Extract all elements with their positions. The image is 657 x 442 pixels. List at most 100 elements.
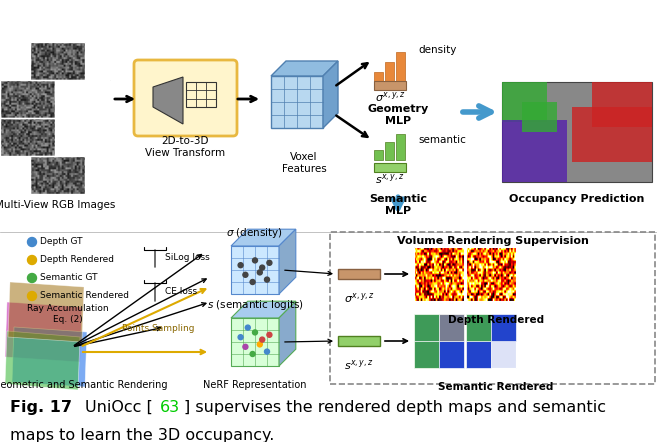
Text: Geometric and Semantic Rendering: Geometric and Semantic Rendering bbox=[0, 380, 168, 390]
Text: density: density bbox=[418, 45, 457, 55]
Polygon shape bbox=[153, 77, 183, 124]
Circle shape bbox=[243, 272, 248, 277]
Bar bbox=[466, 314, 516, 368]
Text: Volume Rendering Supervision: Volume Rendering Supervision bbox=[397, 236, 589, 246]
Bar bbox=[385, 62, 394, 82]
Polygon shape bbox=[5, 331, 80, 390]
Text: maps to learn the 3D occupancy.: maps to learn the 3D occupancy. bbox=[10, 428, 275, 442]
Text: Fig. 17: Fig. 17 bbox=[10, 400, 72, 415]
Bar bbox=[502, 120, 567, 182]
Bar bbox=[396, 134, 405, 160]
Circle shape bbox=[252, 330, 258, 335]
Polygon shape bbox=[231, 229, 296, 246]
Bar bbox=[414, 314, 439, 341]
Circle shape bbox=[28, 255, 37, 264]
Text: Semantic
MLP: Semantic MLP bbox=[369, 194, 427, 216]
Text: UniOcc [: UniOcc [ bbox=[85, 400, 152, 415]
Text: Semantic Rendered: Semantic Rendered bbox=[40, 292, 129, 301]
Bar bbox=[439, 341, 464, 368]
Circle shape bbox=[28, 237, 37, 247]
Bar bbox=[0, 118, 55, 156]
Circle shape bbox=[265, 349, 269, 354]
Bar bbox=[374, 163, 406, 172]
Text: 63: 63 bbox=[160, 400, 180, 415]
Bar bbox=[522, 102, 557, 132]
FancyBboxPatch shape bbox=[134, 60, 237, 136]
Text: Geometry
MLP: Geometry MLP bbox=[367, 104, 428, 126]
Bar bbox=[338, 336, 380, 346]
Circle shape bbox=[260, 337, 265, 342]
Circle shape bbox=[243, 344, 248, 349]
Bar bbox=[414, 341, 439, 368]
Text: Depth Rendered: Depth Rendered bbox=[40, 255, 114, 264]
Text: Points Sampling: Points Sampling bbox=[122, 324, 194, 333]
Circle shape bbox=[260, 265, 265, 270]
Bar bbox=[374, 81, 406, 90]
Text: 2D-to-3D
View Transform: 2D-to-3D View Transform bbox=[145, 136, 225, 158]
Text: $\sigma$ (density): $\sigma$ (density) bbox=[227, 226, 284, 240]
Text: SiLog loss: SiLog loss bbox=[165, 254, 210, 263]
Bar bbox=[30, 42, 85, 80]
Bar bbox=[374, 72, 383, 82]
Circle shape bbox=[238, 263, 243, 268]
Polygon shape bbox=[5, 302, 82, 362]
Circle shape bbox=[258, 342, 262, 347]
Bar bbox=[466, 314, 491, 341]
Text: Depth Rendered: Depth Rendered bbox=[448, 315, 544, 325]
Text: $\sigma^{x,y,z}$: $\sigma^{x,y,z}$ bbox=[374, 90, 405, 104]
Circle shape bbox=[28, 292, 37, 301]
Polygon shape bbox=[279, 301, 296, 366]
Bar bbox=[491, 314, 516, 341]
Circle shape bbox=[265, 277, 269, 282]
Polygon shape bbox=[279, 229, 296, 294]
Text: Occupancy Prediction: Occupancy Prediction bbox=[509, 194, 645, 204]
Polygon shape bbox=[12, 327, 87, 387]
Bar bbox=[330, 232, 655, 384]
Text: $s^{x,y,z}$: $s^{x,y,z}$ bbox=[344, 358, 374, 372]
Bar bbox=[502, 82, 547, 122]
Text: Ray Accumulation
Eq. (2): Ray Accumulation Eq. (2) bbox=[27, 304, 109, 324]
Bar bbox=[491, 341, 516, 368]
Circle shape bbox=[28, 274, 37, 282]
Text: semantic: semantic bbox=[418, 135, 466, 145]
Circle shape bbox=[238, 335, 243, 340]
Bar bbox=[271, 76, 323, 128]
Bar bbox=[439, 314, 464, 341]
Text: Voxel
Features: Voxel Features bbox=[282, 152, 327, 174]
Bar bbox=[30, 156, 85, 194]
Polygon shape bbox=[271, 61, 338, 76]
Circle shape bbox=[258, 270, 262, 275]
Text: $\sigma^{x,y,z}$: $\sigma^{x,y,z}$ bbox=[344, 291, 374, 305]
Bar bbox=[55, 80, 110, 118]
Circle shape bbox=[245, 325, 250, 330]
Bar bbox=[396, 52, 405, 82]
Bar bbox=[414, 314, 464, 368]
Text: Semantic Rendered: Semantic Rendered bbox=[438, 382, 554, 392]
Bar bbox=[466, 247, 516, 301]
Text: $s$ (semantic logits): $s$ (semantic logits) bbox=[206, 298, 304, 312]
Text: ] supervises the rendered depth maps and semantic: ] supervises the rendered depth maps and… bbox=[184, 400, 606, 415]
Bar bbox=[385, 142, 394, 160]
Polygon shape bbox=[323, 61, 338, 128]
Bar bbox=[55, 80, 110, 118]
Polygon shape bbox=[8, 282, 84, 342]
Bar bbox=[374, 150, 383, 160]
Text: Depth GT: Depth GT bbox=[40, 237, 83, 247]
Circle shape bbox=[267, 260, 272, 265]
Text: $s^{x,y,z}$: $s^{x,y,z}$ bbox=[375, 172, 405, 186]
Circle shape bbox=[250, 351, 255, 357]
Circle shape bbox=[267, 332, 272, 337]
Text: CE loss: CE loss bbox=[165, 287, 197, 297]
Bar bbox=[502, 82, 652, 182]
Polygon shape bbox=[231, 301, 296, 318]
Bar bbox=[231, 246, 279, 294]
Circle shape bbox=[252, 258, 258, 263]
Text: NeRF Representation: NeRF Representation bbox=[203, 380, 307, 390]
Bar bbox=[0, 80, 55, 118]
Bar bbox=[231, 318, 279, 366]
Bar bbox=[466, 341, 491, 368]
Text: Multi-View RGB Images: Multi-View RGB Images bbox=[0, 200, 115, 210]
Text: Semantic GT: Semantic GT bbox=[40, 274, 97, 282]
Circle shape bbox=[250, 279, 255, 285]
Bar bbox=[338, 269, 380, 279]
